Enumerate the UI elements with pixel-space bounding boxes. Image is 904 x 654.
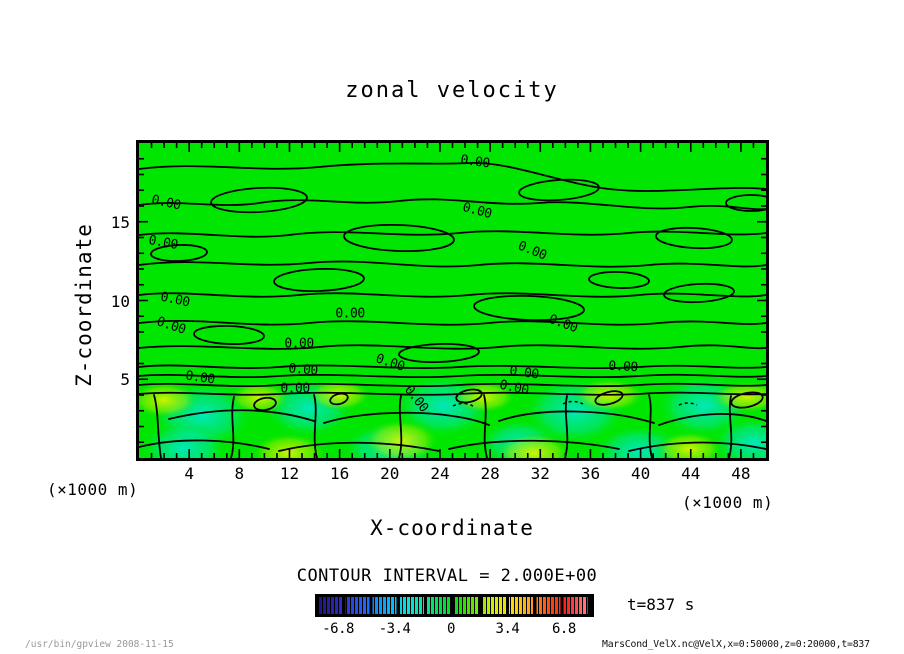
- contour-lines: [139, 162, 766, 458]
- colorbar-tick-label: 0: [447, 621, 455, 637]
- colorbar-gradient: [318, 597, 591, 614]
- colorbar-tick-label: -6.8: [322, 621, 354, 637]
- y-tick-label: 10: [110, 291, 130, 311]
- x-tick-label: 24: [430, 464, 450, 483]
- contour-label: 0.00: [335, 306, 365, 322]
- contour-label: 0.00: [284, 336, 314, 352]
- x-tick-label: 8: [234, 464, 245, 483]
- x-tick-label: 28: [480, 464, 500, 483]
- command-stamp: /usr/bin/gpview 2008-11-15: [25, 639, 174, 650]
- y-tick-label: 15: [110, 212, 130, 232]
- x-tick-label: 32: [530, 464, 550, 483]
- x-tick-label: 4: [184, 464, 194, 483]
- x-tick-label: 16: [329, 464, 350, 483]
- colorbar: [315, 594, 594, 617]
- y-tick-label: 5: [120, 370, 130, 390]
- colorbar-tick-label: 6.8: [551, 621, 576, 637]
- contour-interval-text: CONTOUR INTERVAL = 2.000E+00: [296, 566, 598, 586]
- x-axis-unit: (×1000 m): [682, 493, 774, 512]
- y-axis-title: Z-coordinate: [72, 223, 96, 387]
- x-axis-title: X-coordinate: [370, 516, 534, 540]
- x-tick-label: 44: [681, 464, 701, 483]
- contour-plot-canvas: [139, 143, 766, 458]
- time-label: t=837 s: [627, 595, 695, 614]
- chart-title: zonal velocity: [345, 78, 559, 103]
- data-source-stamp: MarsCond_VelX.nc@VelX,x=0:50000,z=0:2000…: [602, 639, 870, 650]
- contour-label: 0.00: [287, 361, 319, 379]
- x-tick-label: 12: [279, 464, 300, 483]
- plot-area: 0.00 0.00 0.00 0.00 0.00 0.00 0.00 0.00 0.00 0.00…: [136, 140, 769, 461]
- contour-label: 0.00: [607, 358, 639, 376]
- contour-label: 0.00: [280, 381, 310, 397]
- axis-tick-marks: [139, 143, 766, 458]
- x-tick-label: 40: [630, 464, 651, 483]
- colorbar-tick-label: -3.4: [378, 621, 411, 637]
- x-tick-label: 20: [380, 464, 400, 483]
- x-tick-label: 48: [731, 464, 751, 483]
- y-axis-unit: (×1000 m): [47, 480, 139, 499]
- colorbar-tick-label: 3.4: [495, 621, 520, 637]
- x-tick-label: 36: [580, 464, 601, 483]
